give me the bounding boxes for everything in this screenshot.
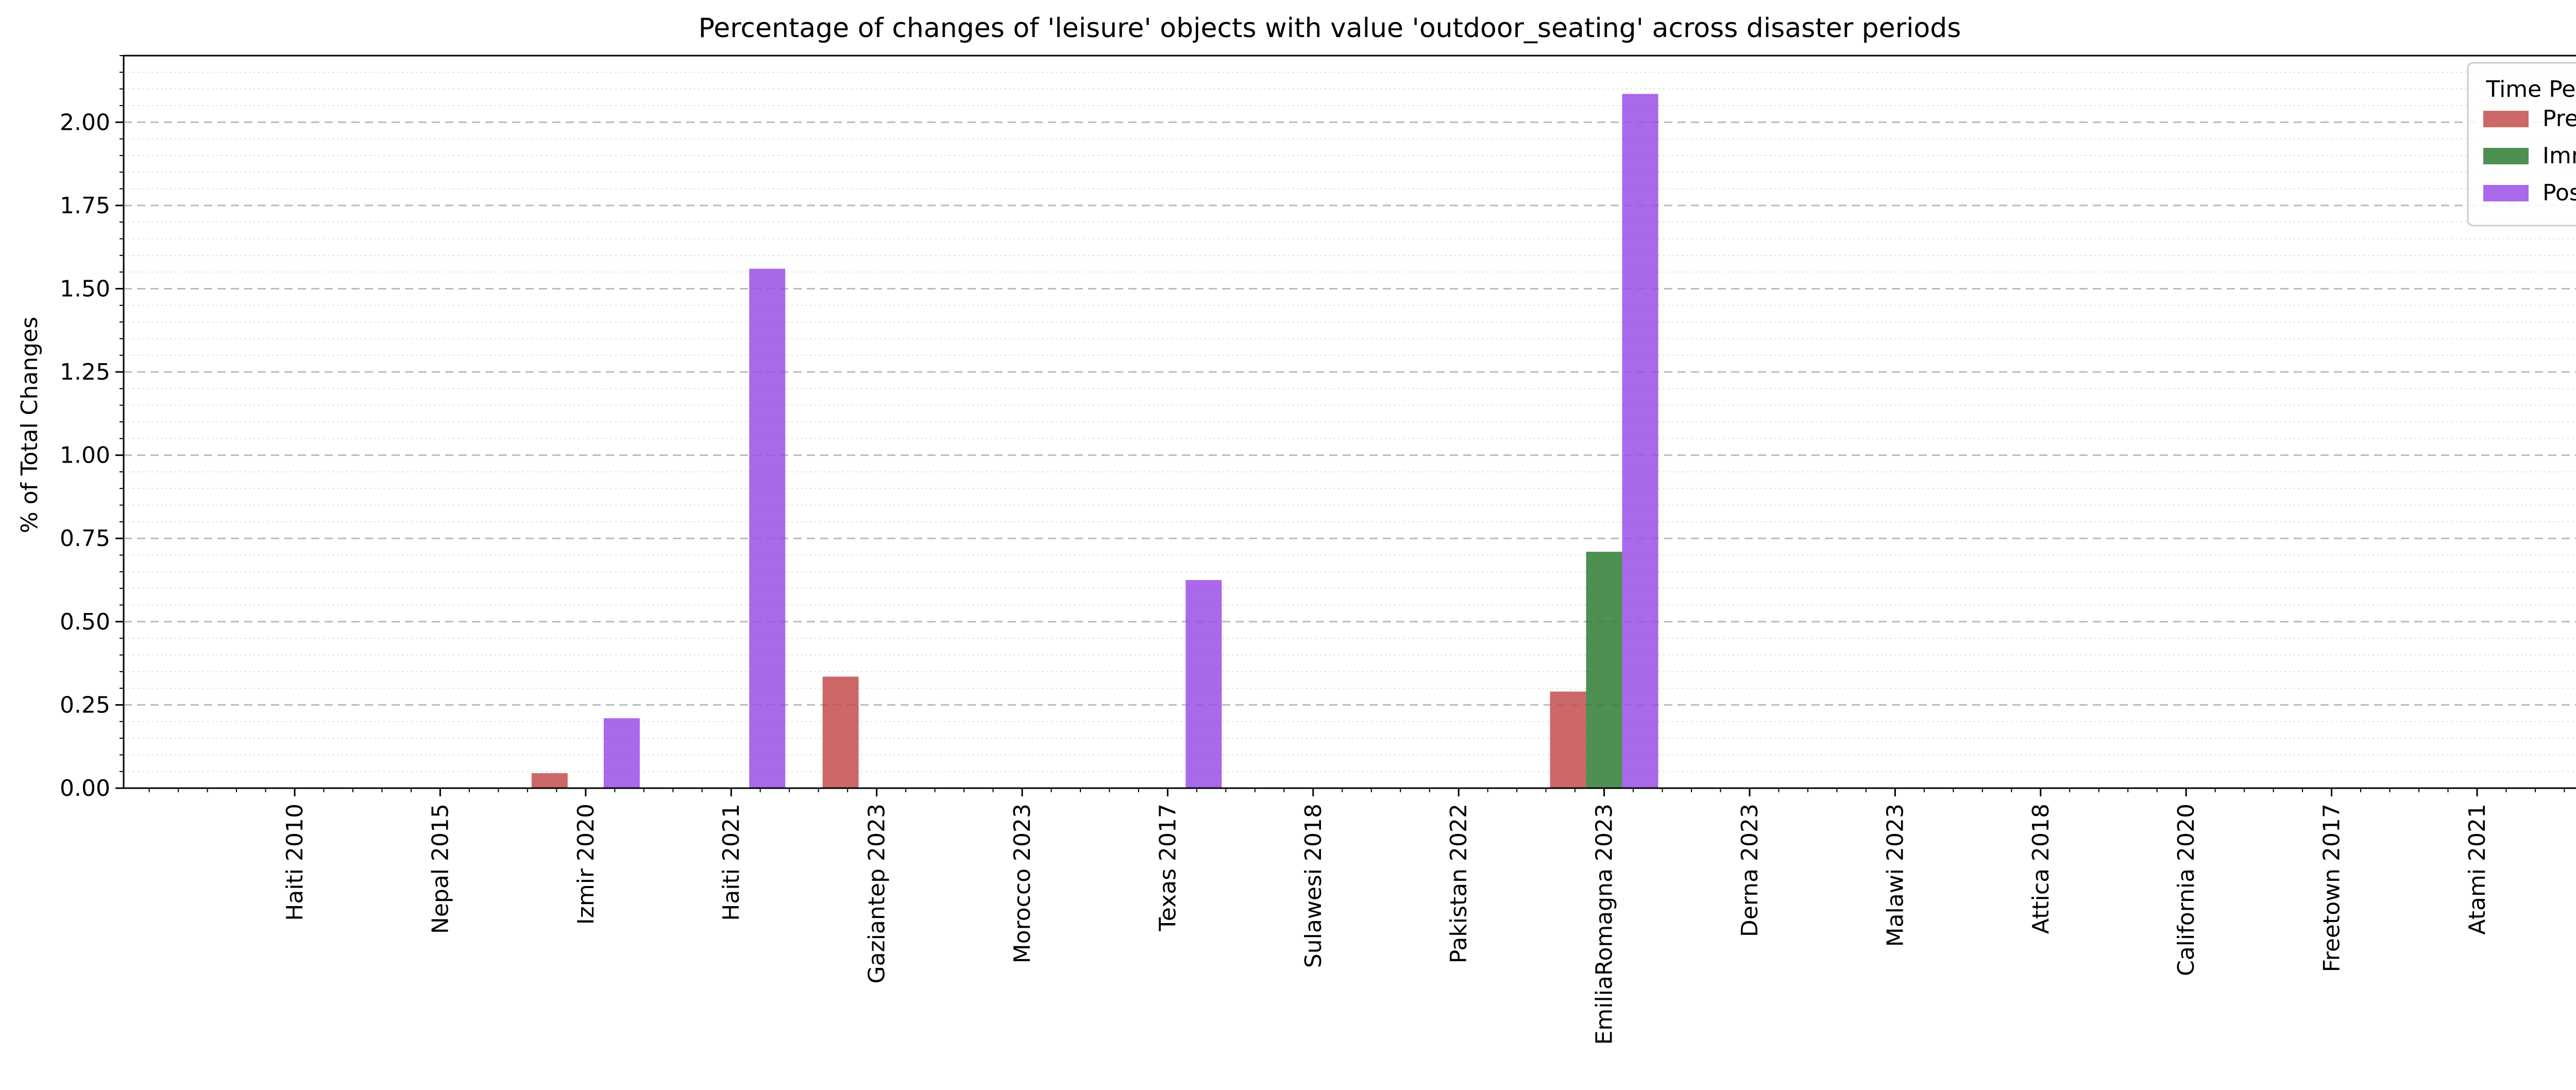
x-tick-label: EmiliaRomagna 2023: [1591, 804, 1618, 1045]
legend-label-post: Post: [2543, 180, 2576, 206]
x-tick-label: California 2020: [2173, 804, 2199, 976]
y-tick-label: 1.50: [60, 276, 110, 302]
legend-label-pre: Pre: [2543, 106, 2576, 132]
x-tick-label: Pakistan 2022: [1446, 804, 1472, 963]
x-tick-label: Attica 2018: [2028, 804, 2054, 934]
legend-title: Time Period: [2486, 76, 2576, 103]
x-tick-label: Haiti 2021: [718, 804, 744, 921]
y-tick-label: 1.25: [60, 359, 110, 385]
y-tick-label: 0.50: [60, 609, 110, 635]
legend-swatch-pre: [2483, 111, 2529, 127]
bar-pre-2: [531, 773, 568, 788]
x-tick-label: Atami 2021: [2464, 804, 2490, 935]
y-tick-label: 1.75: [60, 193, 110, 219]
x-tick-label: Morocco 2023: [1009, 804, 1036, 963]
legend-frame: [2467, 62, 2576, 227]
y-tick-label: 0.00: [60, 775, 110, 802]
y-tick-labels: 0.00 0.25 0.50 0.75 1.00 1.25 1.50 1.75 2.00: [60, 109, 110, 802]
chart-title: Percentage of changes of 'leisure' objec…: [699, 13, 1961, 44]
x-tick-label: Nepal 2015: [427, 804, 453, 934]
x-tick-label: Freetown 2017: [2319, 804, 2345, 972]
x-tick-labels: Haiti 2010 Nepal 2015 Izmir 2020 Haiti 2021…: [282, 804, 2490, 1045]
bar-post-6: [1185, 580, 1222, 788]
x-tick-label: Haiti 2010: [282, 804, 308, 921]
bar-post-2: [603, 718, 640, 788]
bar-pre-9: [1550, 691, 1586, 788]
x-tick-label: Texas 2017: [1155, 804, 1181, 932]
y-tick-label: 1.00: [60, 442, 110, 469]
y-tick-label: 0.75: [60, 525, 110, 552]
y-tick-label: 0.25: [60, 692, 110, 718]
bar-imm-9: [1586, 552, 1622, 788]
x-tick-label: Derna 2023: [1737, 804, 1763, 937]
bar-post-9: [1622, 94, 1658, 789]
x-tick-label: Gaziantep 2023: [864, 804, 890, 983]
legend-swatch-post: [2483, 185, 2529, 201]
bars: [531, 94, 1658, 789]
legend-swatch-imm: [2483, 148, 2529, 164]
y-axis-label: % of Total Changes: [16, 317, 43, 533]
legend: Time Period Pre Imm Post: [2467, 62, 2576, 227]
bar-post-3: [749, 268, 786, 788]
x-tick-label: Malawi 2023: [1882, 804, 1908, 947]
axes: [115, 55, 2576, 796]
y-tick-label: 2.00: [60, 109, 110, 135]
x-tick-label: Sulawesi 2018: [1300, 804, 1327, 968]
legend-label-imm: Imm: [2543, 143, 2576, 169]
x-tick-label: Izmir 2020: [573, 804, 599, 925]
bar-pre-4: [822, 676, 859, 788]
grid-lines: [124, 72, 2576, 772]
